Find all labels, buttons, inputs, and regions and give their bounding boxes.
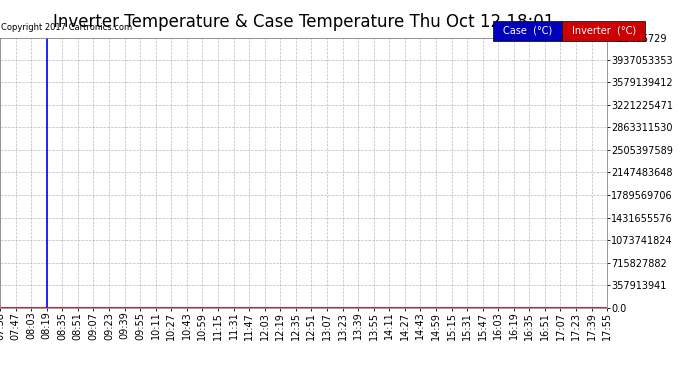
- Text: Inverter  (°C): Inverter (°C): [572, 26, 635, 36]
- Text: Copyright 2017 Cartronics.com: Copyright 2017 Cartronics.com: [1, 22, 132, 32]
- Text: Inverter Temperature & Case Temperature Thu Oct 12 18:01: Inverter Temperature & Case Temperature …: [53, 13, 554, 31]
- Text: Case  (°C): Case (°C): [503, 26, 553, 36]
